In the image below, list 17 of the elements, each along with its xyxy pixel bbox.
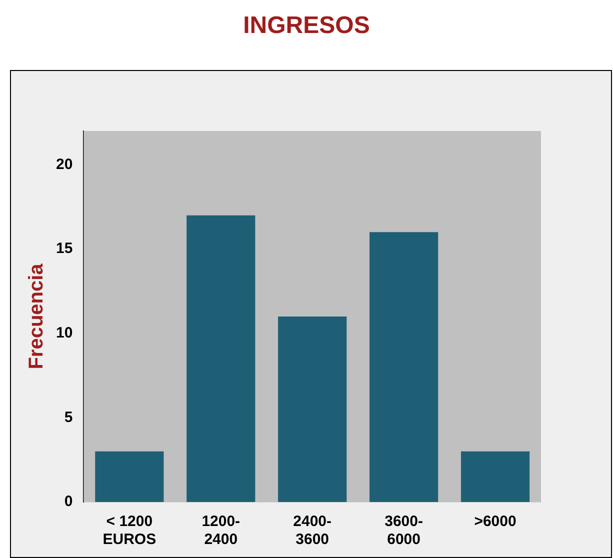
y-axis-title: Frecuencia bbox=[26, 262, 48, 370]
x-tick-label: 1200-2400 bbox=[202, 513, 240, 548]
y-tick-label: 20 bbox=[56, 156, 73, 173]
x-tick-label: 3600-6000 bbox=[384, 513, 423, 548]
bar bbox=[95, 451, 164, 502]
bar bbox=[370, 232, 438, 502]
y-tick-label: 10 bbox=[56, 324, 73, 342]
y-tick-label: 0 bbox=[64, 493, 73, 510]
x-tick-label: >6000 bbox=[474, 513, 516, 530]
x-tick-label: < 1200 EUROS bbox=[102, 513, 156, 548]
bar bbox=[186, 215, 256, 502]
bar bbox=[278, 316, 347, 502]
x-tick-label: 2400-3600 bbox=[293, 513, 332, 548]
y-tick-label: 5 bbox=[64, 408, 73, 426]
bar bbox=[460, 451, 530, 502]
y-tick-label: 15 bbox=[56, 240, 73, 258]
chart-title: INGRESOS bbox=[242, 12, 371, 40]
